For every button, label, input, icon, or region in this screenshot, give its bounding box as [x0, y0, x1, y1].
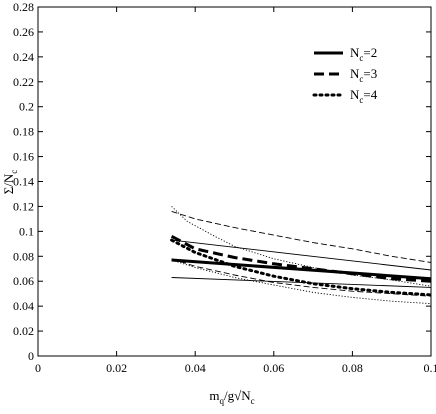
x-tick-label: 0	[35, 361, 41, 375]
x-tick-label: 0.1	[424, 361, 436, 375]
y-tick-label: 0.12	[13, 199, 34, 213]
series-line-dotted-thick-6	[172, 240, 431, 295]
y-tick-label: 0.06	[13, 274, 34, 288]
y-tick-label: 0.14	[13, 175, 34, 189]
y-tick-label: 0	[28, 349, 34, 363]
x-axis-label: mq/g√Nc	[209, 388, 254, 406]
y-tick-label: 0.16	[13, 150, 34, 164]
y-tick-label: 0.02	[13, 324, 34, 338]
y-tick-label: 0.24	[13, 50, 34, 64]
y-tick-label: 0.04	[13, 299, 34, 313]
y-tick-label: 0.28	[13, 0, 34, 14]
x-tick-label: 0.02	[106, 361, 127, 375]
legend-label-nc3: Nc=3	[350, 66, 377, 84]
x-tick-label: 0.04	[185, 361, 206, 375]
y-tick-label: 0.2	[19, 100, 34, 114]
y-tick-label: 0.26	[13, 25, 34, 39]
x-tick-label: 0.08	[342, 361, 363, 375]
plot-lines	[172, 206, 431, 303]
series-line-dotted-thin-7	[172, 206, 431, 286]
x-tick-label: 0.06	[263, 361, 284, 375]
y-tick-label: 0.1	[19, 224, 34, 238]
legend-label-nc2: Nc=2	[350, 45, 377, 63]
y-tick-label: 0.08	[13, 249, 34, 263]
y-tick-label: 0.22	[13, 75, 34, 89]
series-line-solid-thin-1	[172, 240, 431, 270]
y-tick-label: 0.18	[13, 125, 34, 139]
legend-label-nc4: Nc=4	[350, 87, 378, 105]
legend: Nc=2 Nc=3 Nc=4	[314, 45, 378, 105]
